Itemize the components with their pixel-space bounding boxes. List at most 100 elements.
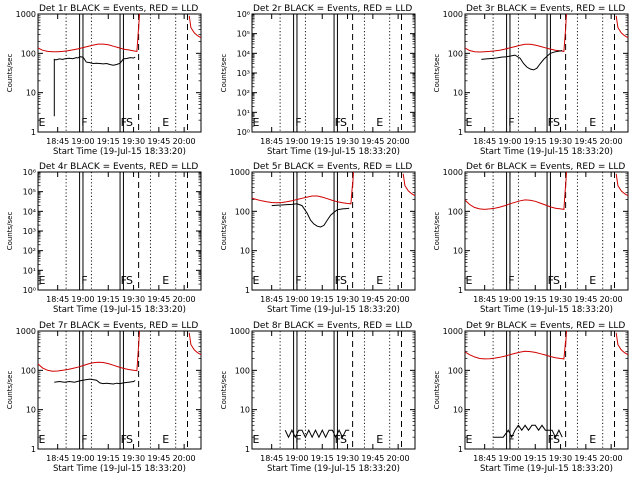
lld-spike-line [565,331,567,346]
region-label: S [553,274,560,287]
x-tick-label: 19:30 [122,454,145,463]
x-tick-label: 19:15 [97,295,120,304]
chart-panel-2: Det 2r BLACK = Events, RED = LLD 10⁰ 10¹ 10… [220,4,416,157]
x-tick-label: 19:30 [336,137,359,146]
region-label: E [466,274,473,287]
region-label: E [589,274,596,287]
region-label: S [126,433,133,446]
x-axis-label: Start Time (19-Jul-15 18:33:20) [480,305,613,315]
plot-frame [464,171,629,291]
x-tick-label: 18:45 [260,295,283,304]
lld-tail-line [615,332,628,356]
x-tick-label: 19:00 [71,137,94,146]
y-tick-label: 10⁵ [237,30,250,39]
panel-title: Det 1r BLACK = Events, RED = LLD [39,4,198,14]
y-tick-label: 10⁵ [23,188,36,197]
x-axis-label: Start Time (19-Jul-15 18:33:20) [53,305,186,315]
lld-spike-line [565,14,567,29]
y-tick-label: 100 [448,49,463,58]
y-axis-label: Counts/sec [6,371,14,410]
lld-tail-line [615,15,628,39]
x-tick-label: 19:45 [574,295,597,304]
region-label: F [548,274,554,287]
y-tick-label: 1 [245,286,250,295]
y-tick-label: 10 [453,247,463,256]
chart-panel-9: Det 9r BLACK = Events, RED = LLD 1 10 100 10… [433,321,629,474]
lld-series-line [465,340,567,360]
x-tick-label: 19:45 [574,137,597,146]
y-tick-label: 1000 [230,327,250,336]
events-series-line [481,50,563,71]
y-axis-label: Counts/sec [433,212,441,251]
panel-title: Det 4r BLACK = Events, RED = LLD [39,162,198,172]
x-tick-label: 19:30 [122,295,145,304]
region-label: F [335,433,341,446]
x-tick-label: 18:45 [46,137,69,146]
y-tick-label: 1000 [443,327,463,336]
lld-tail-line [615,173,628,197]
region-label: E [376,433,383,446]
x-tick-label: 19:45 [147,295,170,304]
x-tick-label: 19:45 [147,137,170,146]
chart-panel-4: Det 4r BLACK = Events, RED = LLD 10⁰ 10¹ 10… [6,162,202,315]
x-tick-label: 20:00 [600,454,623,463]
y-tick-label: 1 [458,445,463,454]
y-tick-label: 10¹ [23,266,36,275]
y-tick-label: 1000 [16,327,36,336]
panel-title: Det 5r BLACK = Events, RED = LLD [253,162,412,172]
x-axis-label: Start Time (19-Jul-15 18:33:20) [480,464,613,474]
y-tick-label: 100 [448,207,463,216]
region-label: S [553,116,560,129]
y-tick-label: 10⁶ [23,168,36,177]
y-tick-label: 1 [458,128,463,137]
y-tick-label: 10⁴ [237,49,250,58]
x-tick-label: 20:00 [600,295,623,304]
lld-tail-line [188,15,201,39]
x-tick-label: 19:45 [147,454,170,463]
x-tick-label: 19:30 [336,295,359,304]
lld-series-line [465,28,567,53]
y-tick-label: 100 [21,49,36,58]
x-tick-label: 20:00 [600,137,623,146]
y-tick-label: 10⁰ [237,128,250,137]
chart-panel-5: Det 5r BLACK = Events, RED = LLD 1 10 100 10… [220,162,416,315]
x-axis-label: Start Time (19-Jul-15 18:33:20) [267,305,400,315]
x-tick-label: 19:00 [71,454,94,463]
y-tick-label: 1 [245,445,250,454]
y-tick-label: 10³ [237,69,250,78]
region-label: F [508,274,514,287]
y-axis-label: Counts/sec [220,54,228,93]
x-axis-label: Start Time (19-Jul-15 18:33:20) [480,147,613,157]
x-tick-label: 18:45 [260,137,283,146]
y-tick-label: 10⁶ [237,10,250,19]
x-tick-label: 19:00 [285,137,308,146]
region-label: F [121,116,127,129]
y-tick-label: 100 [235,207,250,216]
x-tick-label: 19:00 [498,295,521,304]
x-tick-label: 20:00 [387,295,410,304]
x-tick-label: 19:15 [311,454,334,463]
chart-panel-8: Det 8r BLACK = Events, RED = LLD 1 10 100 10… [220,321,416,474]
region-label: E [376,116,383,129]
x-tick-label: 18:45 [46,454,69,463]
y-tick-label: 1 [31,445,36,454]
x-tick-label: 19:00 [498,137,521,146]
x-tick-label: 19:30 [336,454,359,463]
region-label: E [253,274,260,287]
lld-tail-line [402,173,415,197]
events-series-line [284,429,350,439]
x-tick-label: 19:15 [311,295,334,304]
x-axis-label: Start Time (19-Jul-15 18:33:20) [53,147,186,157]
panel-title: Det 2r BLACK = Events, RED = LLD [253,4,412,14]
panel-title: Det 6r BLACK = Events, RED = LLD [466,162,625,172]
y-tick-label: 1000 [443,168,463,177]
lld-spike-line [352,172,354,187]
region-label: F [121,433,127,446]
x-tick-label: 20:00 [173,295,196,304]
y-axis-label: Counts/sec [433,54,441,93]
y-tick-label: 1 [458,286,463,295]
x-tick-label: 19:15 [97,137,120,146]
y-tick-label: 10 [453,89,463,98]
plot-frame [251,13,416,133]
x-tick-label: 19:30 [122,137,145,146]
